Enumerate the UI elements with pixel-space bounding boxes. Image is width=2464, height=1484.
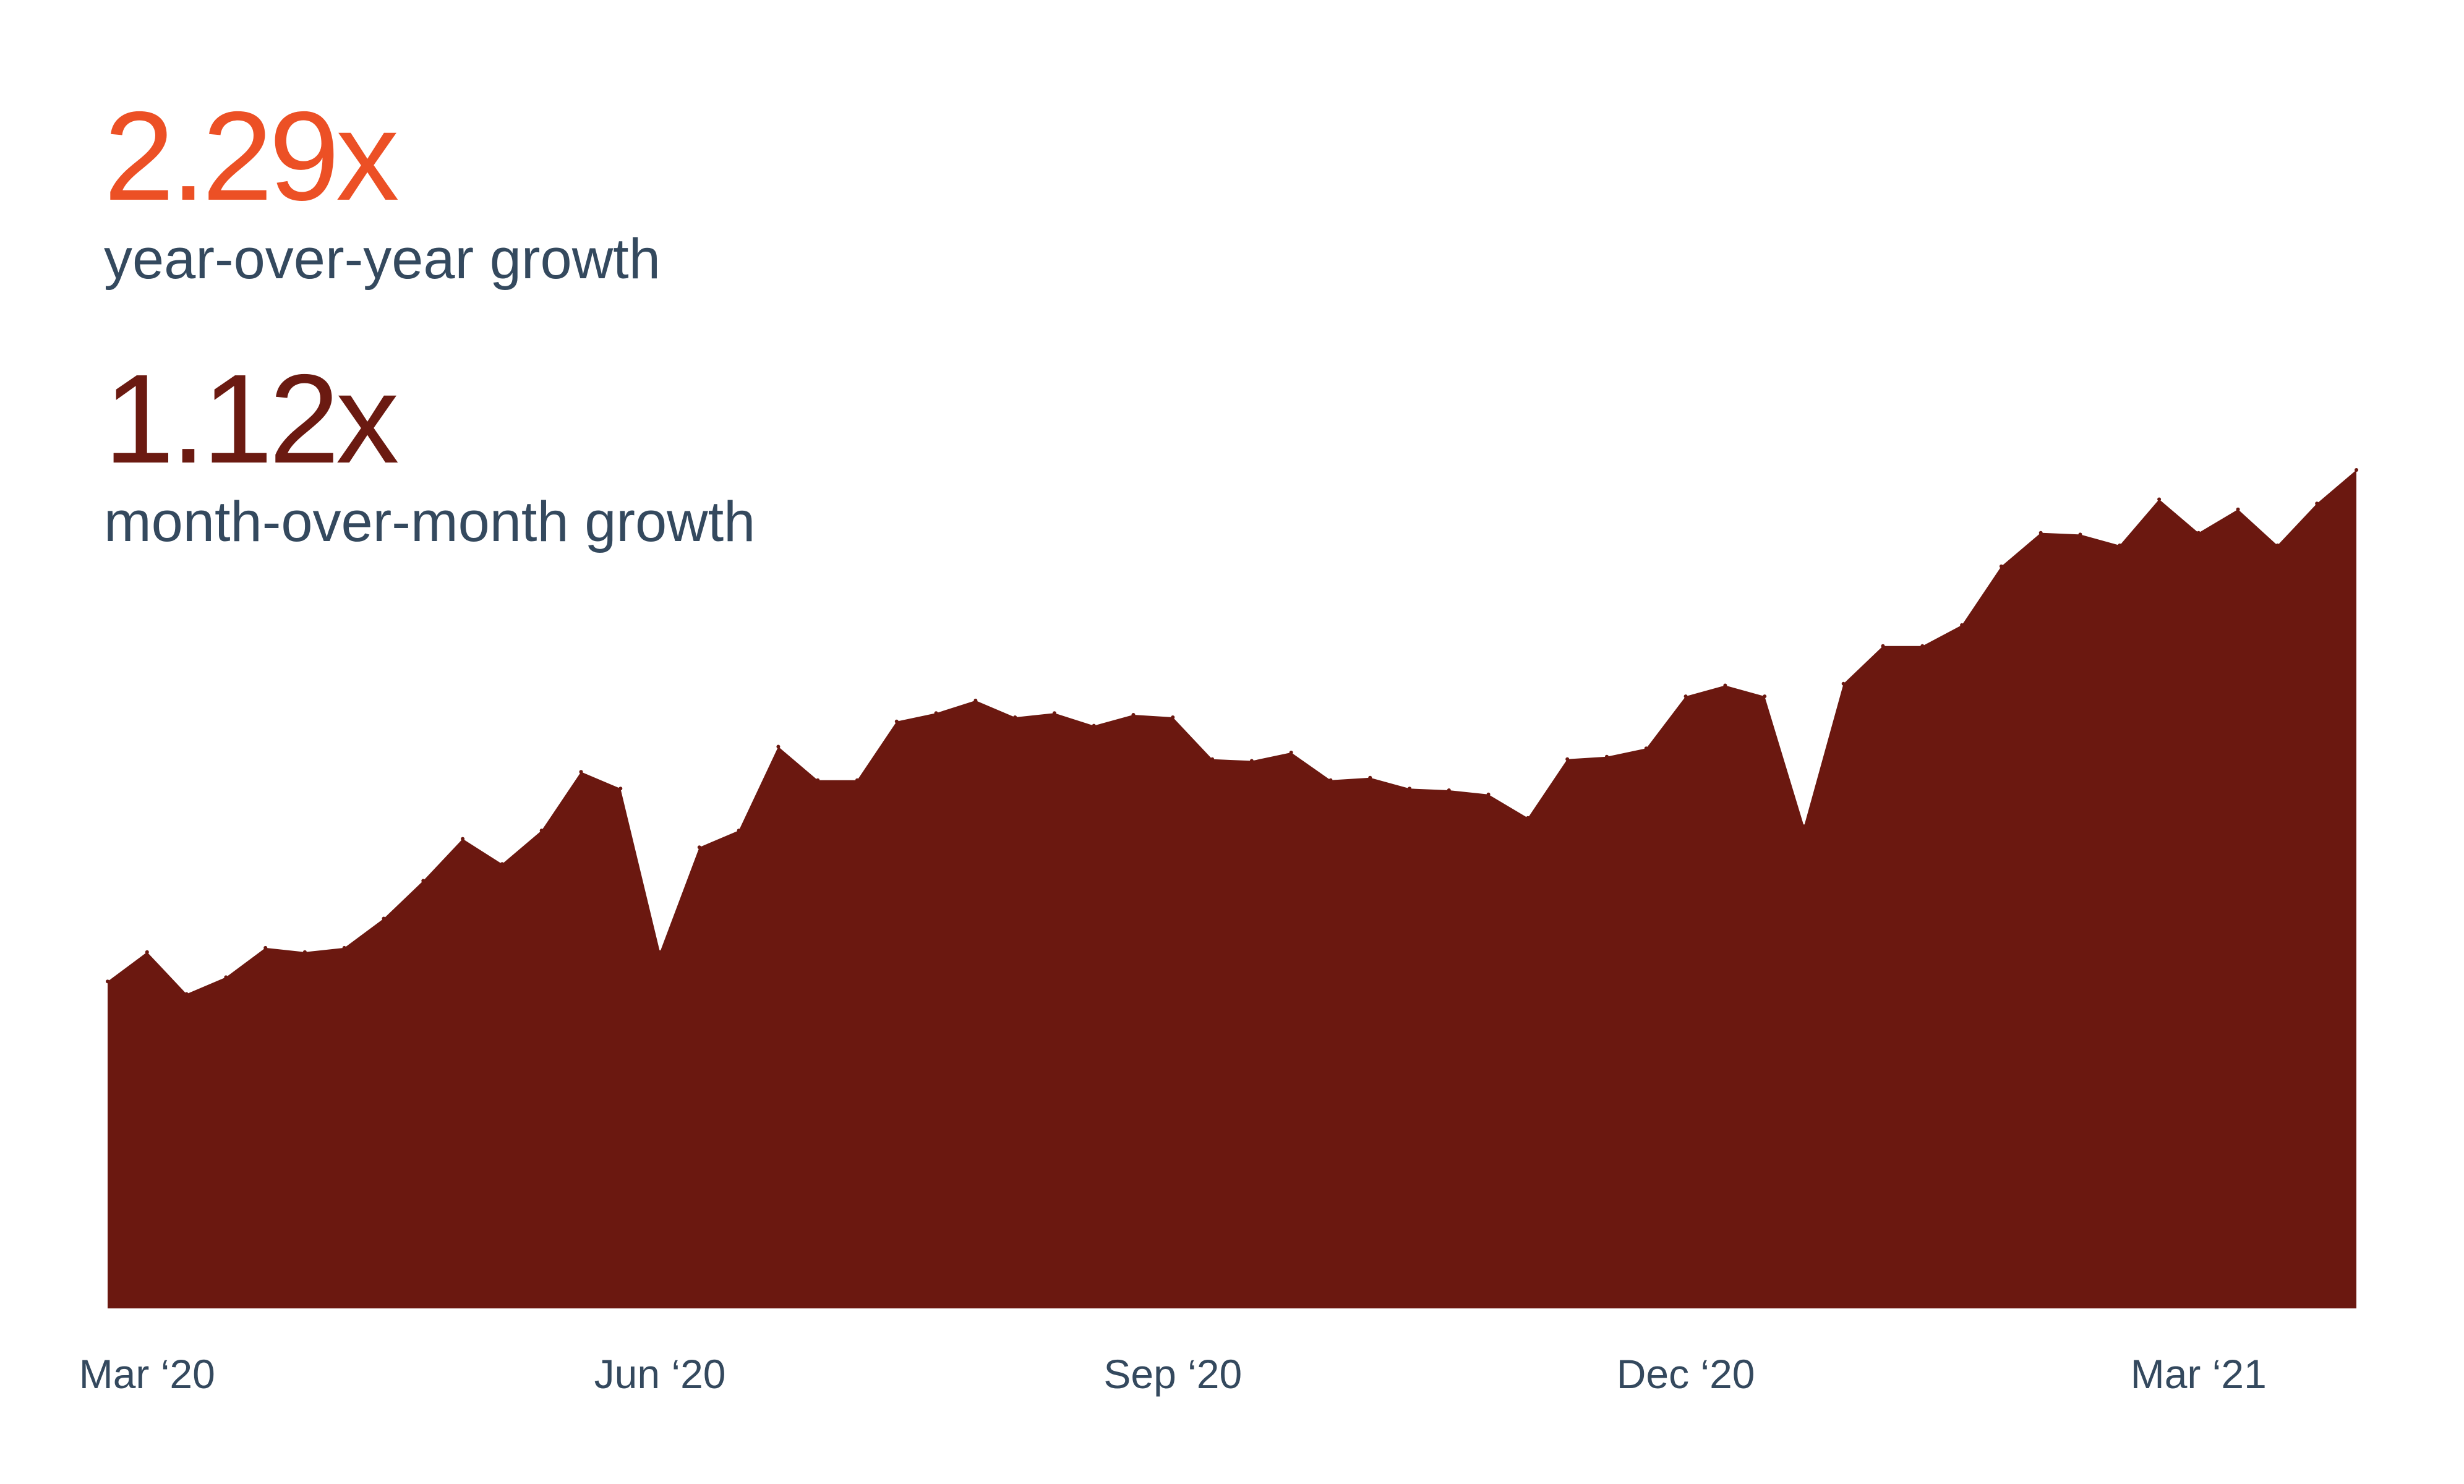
area-series [108,470,2356,1308]
points-layer [106,468,2358,996]
data-point [1802,824,1806,829]
x-axis-ticks: Mar ‘20 Jun ‘20 Sep ‘20 Dec ‘20 Mar ‘21 [79,1351,2267,1397]
data-point [1526,816,1530,820]
data-point [1210,757,1215,761]
data-point [2038,531,2043,535]
x-tick-label: Jun ‘20 [594,1351,726,1397]
data-point [737,829,741,833]
data-point [1408,787,1412,791]
data-point [618,787,623,791]
data-point [1447,788,1451,792]
data-point [776,744,781,749]
data-point [2157,497,2162,501]
data-point [2315,501,2319,506]
data-point [342,945,346,950]
data-point [106,979,109,984]
data-point [2196,531,2201,535]
mom-label: month-over-month growth [104,490,756,553]
mom-value: 1.12x [104,348,400,490]
data-point [1171,715,1175,719]
data-point [1092,723,1096,728]
data-point [2118,544,2122,547]
data-point [894,719,899,723]
x-tick-label: Mar ‘21 [2131,1351,2267,1397]
data-point [1999,564,2003,568]
data-point [145,950,149,954]
yoy-label: year-over-year growth [104,228,661,291]
data-point [579,770,583,774]
data-point [2275,544,2280,547]
data-point [302,950,307,954]
data-point [855,778,859,782]
x-tick-label: Mar ‘20 [79,1351,215,1397]
data-point [697,845,701,850]
yoy-value: 2.29x [104,85,399,227]
x-tick-label: Sep ‘20 [1103,1351,1242,1397]
stat-mom: 1.12x month-over-month growth [104,356,755,550]
data-point [500,862,504,866]
data-point [184,992,189,996]
data-point [1841,681,1846,686]
data-point [224,975,228,979]
data-point [1052,711,1056,715]
data-point [1131,713,1136,717]
data-point [658,950,662,954]
x-tick-label: Dec ‘20 [1617,1351,1755,1397]
data-point [1920,644,1925,648]
stat-yoy: 2.29x year-over-year growth [104,93,661,288]
data-point [1328,778,1333,782]
data-point [973,698,978,702]
data-point [816,778,820,782]
data-point [1644,746,1648,751]
data-point [461,837,465,841]
data-point [1605,754,1609,759]
area-layer [108,470,2356,1308]
data-point [1565,757,1570,761]
data-point [1486,792,1491,796]
data-point [1960,623,1964,627]
data-point [1289,751,1293,754]
data-point [1723,683,1727,688]
data-point [1881,644,1885,648]
data-point [1368,775,1372,780]
data-point [2236,507,2240,511]
data-point [1013,715,1017,719]
data-point [382,916,386,921]
data-point [421,879,426,883]
data-point [934,711,938,715]
data-point [263,945,268,950]
data-point [1249,759,1254,763]
data-point [539,829,544,833]
data-point [2078,532,2082,537]
data-point [1683,694,1688,699]
data-point [2355,468,2358,472]
data-point [1763,694,1767,699]
